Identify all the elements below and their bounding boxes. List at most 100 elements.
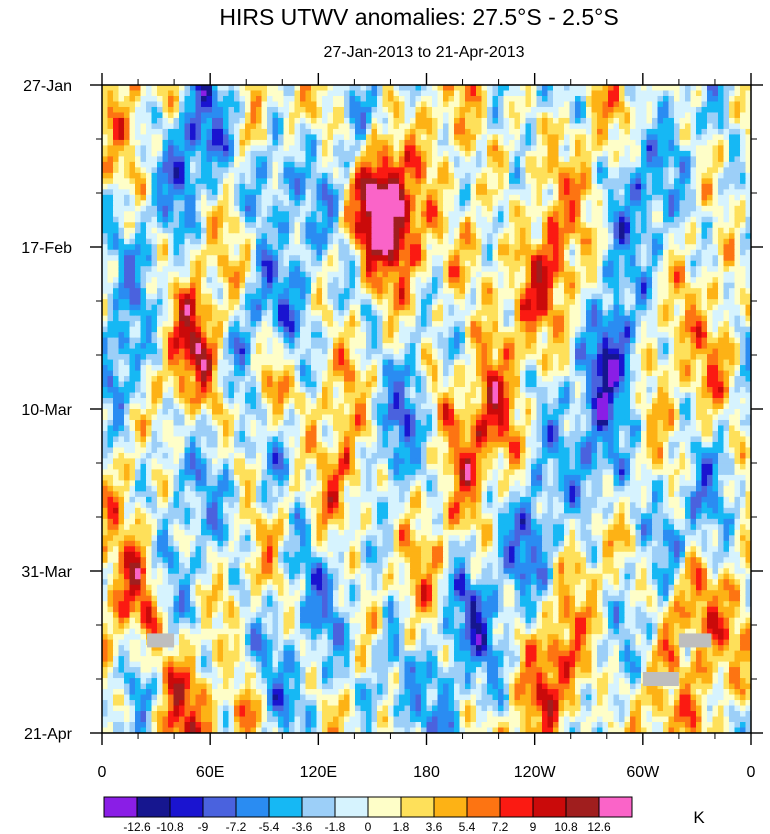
field-cell	[289, 200, 296, 207]
field-cell	[311, 183, 318, 190]
field-cell	[558, 304, 565, 311]
field-cell	[448, 178, 455, 185]
field-cell	[685, 299, 692, 306]
field-cell	[668, 194, 675, 201]
field-cell	[305, 304, 312, 311]
field-cell	[256, 85, 263, 92]
field-cell	[360, 249, 367, 256]
field-cell	[668, 293, 675, 300]
field-cell	[734, 145, 741, 152]
field-cell	[140, 189, 147, 196]
field-cell	[223, 112, 230, 119]
field-cell	[509, 304, 516, 311]
field-cell	[602, 156, 609, 163]
field-cell	[404, 266, 411, 273]
field-cell	[410, 205, 417, 212]
field-cell	[173, 112, 180, 119]
field-cell	[311, 271, 318, 278]
field-cell	[514, 216, 521, 223]
field-cell	[415, 101, 422, 108]
field-cell	[377, 282, 384, 289]
field-cell	[630, 293, 637, 300]
field-cell	[674, 117, 681, 125]
field-cell	[184, 85, 191, 92]
field-cell	[564, 266, 571, 273]
field-cell	[201, 139, 208, 147]
field-cell	[707, 101, 714, 108]
field-cell	[377, 194, 384, 201]
field-cell	[421, 112, 428, 119]
field-cell	[646, 304, 653, 311]
field-cell	[624, 227, 631, 234]
field-cell	[146, 167, 153, 174]
field-cell	[349, 106, 356, 114]
field-cell	[553, 172, 560, 179]
field-cell	[179, 161, 186, 168]
field-cell	[723, 167, 730, 174]
field-cell	[388, 282, 395, 289]
field-cell	[652, 293, 659, 300]
field-cell	[591, 277, 598, 284]
field-cell	[234, 128, 241, 136]
field-cell	[212, 288, 219, 295]
field-cell	[701, 194, 708, 201]
field-cell	[289, 134, 296, 141]
field-cell	[399, 277, 406, 284]
field-cell	[344, 271, 351, 278]
field-cell	[624, 244, 631, 251]
field-cell	[322, 183, 329, 190]
field-cell	[162, 139, 169, 147]
field-cell	[470, 189, 477, 196]
field-cell	[184, 161, 191, 168]
field-cell	[723, 150, 730, 157]
field-cell	[118, 117, 125, 125]
field-cell	[586, 150, 593, 157]
field-cell	[619, 233, 626, 240]
field-cell	[613, 271, 620, 278]
field-cell	[129, 249, 136, 256]
field-cell	[591, 128, 598, 136]
field-cell	[443, 271, 450, 278]
field-cell	[558, 150, 565, 157]
field-cell	[190, 288, 197, 295]
field-cell	[454, 227, 461, 234]
field-cell	[487, 178, 494, 185]
field-cell	[569, 167, 576, 174]
field-cell	[432, 90, 439, 97]
field-cell	[558, 299, 565, 306]
field-cell	[503, 90, 510, 97]
field-cell	[547, 304, 554, 311]
field-cell	[256, 315, 263, 322]
field-cell	[652, 304, 659, 311]
field-cell	[206, 183, 213, 190]
field-cell	[102, 205, 109, 212]
field-cell	[564, 156, 571, 163]
field-cell	[245, 227, 252, 234]
field-cell	[212, 183, 219, 190]
field-cell	[410, 293, 417, 300]
field-cell	[245, 260, 252, 267]
field-cell	[344, 299, 351, 306]
field-cell	[322, 249, 329, 256]
field-cell	[382, 227, 389, 234]
field-cell	[168, 167, 175, 174]
field-cell	[283, 277, 290, 284]
field-cell	[668, 310, 675, 317]
field-cell	[124, 101, 131, 108]
field-cell	[201, 233, 208, 240]
field-cell	[729, 249, 736, 256]
field-cell	[613, 123, 620, 130]
field-cell	[393, 145, 400, 152]
field-cell	[184, 134, 191, 141]
field-cell	[657, 167, 664, 174]
field-cell	[217, 260, 224, 267]
field-cell	[388, 172, 395, 179]
field-cell	[184, 117, 191, 125]
field-cell	[536, 310, 543, 317]
field-cell	[641, 200, 648, 207]
field-cell	[597, 123, 604, 130]
field-cell	[316, 211, 323, 218]
field-cell	[140, 167, 147, 174]
field-cell	[586, 106, 593, 114]
field-cell	[289, 310, 296, 317]
